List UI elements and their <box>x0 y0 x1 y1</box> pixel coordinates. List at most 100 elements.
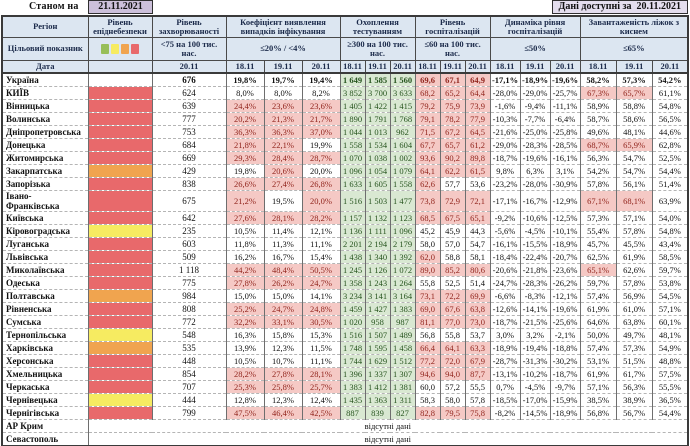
as-of-date-badge: 21.11.2021 <box>88 0 153 14</box>
morbidity-cell: 684 <box>151 138 227 152</box>
dynamics-cell: -18,9% <box>489 341 521 355</box>
region-row: Донецька 684 21,8% 22,1% 19,9% 1 558 1 534 1 60… <box>1 138 689 152</box>
region-name-cell: Одеська <box>1 276 89 290</box>
testing-cell: 1 111 <box>364 224 391 238</box>
bed-occupancy-cell: 54,5% <box>651 289 689 303</box>
epidemic-level-cell <box>87 211 153 225</box>
bed-occupancy-cell: 57,3% <box>615 341 653 355</box>
bed-occupancy-cell: 61,9% <box>579 302 617 316</box>
testing-cell: 1 534 <box>364 138 391 152</box>
group-header-epidemic-level: Рівень епіднебезпеки <box>87 15 153 38</box>
testing-cell: 987 <box>389 315 416 329</box>
bed-occupancy-cell: 61,1% <box>651 86 689 100</box>
hospitalization-cell: 79,2 <box>414 99 441 113</box>
region-name-cell: АР Крим <box>1 419 89 433</box>
detection-cell: 29,3% <box>225 151 265 165</box>
dynamics-cell: -18,8% <box>549 341 581 355</box>
testing-cell: 1 489 <box>389 328 416 342</box>
bed-occupancy-cell: 62,6% <box>615 263 653 277</box>
dynamics-cell: -26,2% <box>549 276 581 290</box>
testing-cell: 1 405 <box>339 99 366 113</box>
bed-occupancy-cell: 68,1% <box>615 190 653 212</box>
detection-cell: 24,7% <box>301 276 341 290</box>
testing-cell: 1 427 <box>364 302 391 316</box>
detection-cell: 19,5% <box>263 190 303 212</box>
dynamics-cell: -8,2% <box>489 406 521 420</box>
hospitalization-cell: 64,1 <box>414 164 441 178</box>
bed-occupancy-cell: 63,8% <box>615 315 653 329</box>
group-header-bed-occupancy: Завантаженість ліжок з киснем <box>579 15 689 38</box>
region-row: Черкаська 707 25,3% 25,8% 25,7% 1 383 1 412 1 3… <box>1 380 689 394</box>
region-name-cell: Закарпатська <box>1 164 89 178</box>
hospitalization-cell: 77,2 <box>414 354 441 368</box>
hospitalization-cell: 82,8 <box>414 406 441 420</box>
hospitalization-cell: 64,1 <box>439 341 466 355</box>
region-name-cell: Хмельницька <box>1 367 89 381</box>
dynamics-cell: -4,5% <box>519 224 551 238</box>
region-row: Закарпатська 429 19,8% 20,6% 20,0% 1 096 1 054… <box>1 164 689 178</box>
testing-cell: 887 <box>339 406 366 420</box>
epidemic-level-cell <box>87 354 153 368</box>
testing-cell: 1 132 <box>364 211 391 225</box>
hospitalization-cell: 80,6 <box>464 263 491 277</box>
bed-occupancy-cell: 56,7% <box>615 406 653 420</box>
detection-cell: 19,8% <box>225 164 265 178</box>
detection-cell: 11,1% <box>301 237 341 251</box>
detection-cell: 28,1% <box>301 367 341 381</box>
detection-cell: 28,4% <box>263 151 303 165</box>
dynamics-cell: -18,9% <box>549 237 581 251</box>
detection-cell: 12,4% <box>301 393 341 407</box>
detection-cell: 11,5% <box>301 341 341 355</box>
detection-cell: 19,9% <box>301 138 341 152</box>
morbidity-cell: 707 <box>151 380 227 394</box>
bed-occupancy-cell: 43,4% <box>651 237 689 251</box>
bed-occupancy-cell: 57,4% <box>579 289 617 303</box>
hospitalization-cell: 72,1 <box>464 190 491 212</box>
dynamics-cell: -10,3% <box>489 112 521 126</box>
epidemic-level-cell <box>87 380 153 394</box>
dynamics-cell: -29,0% <box>519 86 551 100</box>
dynamics-cell: -21,6% <box>489 125 521 139</box>
bed-occupancy-cell: 65,1% <box>579 263 617 277</box>
regions-table: Регіон Рівень епіднебезпеки Рівень захво… <box>1 15 690 446</box>
date-header: 19.11 <box>615 60 653 74</box>
group-header-testing: Охоплення тестуванням <box>339 15 416 38</box>
detection-cell: 12,3% <box>263 341 303 355</box>
date-header: 19.11 <box>364 60 391 74</box>
target-hospitalization: ≤60 на 100 тис. нас. <box>414 37 491 61</box>
epidemic-level-cell <box>87 315 153 329</box>
morbidity-cell: 675 <box>151 190 227 212</box>
hospitalization-cell: 60,0 <box>414 380 441 394</box>
testing-cell: 1 512 <box>389 354 416 368</box>
epidemic-level-cell <box>87 177 153 191</box>
epidemic-level-cell <box>87 72 153 87</box>
date-header: 18.11 <box>339 60 366 74</box>
date-header: 19.11 <box>439 60 466 74</box>
dynamics-cell: -2,1% <box>549 328 581 342</box>
bed-occupancy-cell: 60,1% <box>651 315 689 329</box>
dynamics-cell: -31,3% <box>519 354 551 368</box>
detection-cell: 19,8% <box>225 72 265 87</box>
bed-occupancy-cell: 50,0% <box>579 328 617 342</box>
dynamics-cell: 3,0% <box>489 328 521 342</box>
bed-occupancy-cell: 54,4% <box>651 164 689 178</box>
dynamics-cell: -18,9% <box>519 72 551 87</box>
region-row: Херсонська 448 10,5% 10,7% 11,1% 1 744 1 629 1 … <box>1 354 689 368</box>
testing-cell: 1 072 <box>389 263 416 277</box>
hospitalization-cell: 67,7 <box>414 138 441 152</box>
hospitalization-cell: 68,2 <box>414 86 441 100</box>
detection-cell: 27,8% <box>263 367 303 381</box>
bed-occupancy-cell: 57,4% <box>579 341 617 355</box>
region-name-cell: Луганська <box>1 237 89 251</box>
hospitalization-cell: 85,2 <box>439 263 466 277</box>
hospitalization-cell: 67,6 <box>439 302 466 316</box>
hospitalization-cell: 89,8 <box>464 151 491 165</box>
epidemic-level-cell <box>87 250 153 264</box>
detection-cell: 20,2% <box>225 112 265 126</box>
morbidity-cell: 669 <box>151 151 227 165</box>
detection-cell: 32,2% <box>225 315 265 329</box>
testing-cell: 1 096 <box>389 224 416 238</box>
detection-cell: 28,7% <box>301 151 341 165</box>
bed-occupancy-cell: 58,2% <box>579 72 617 87</box>
testing-cell: 1 768 <box>389 112 416 126</box>
